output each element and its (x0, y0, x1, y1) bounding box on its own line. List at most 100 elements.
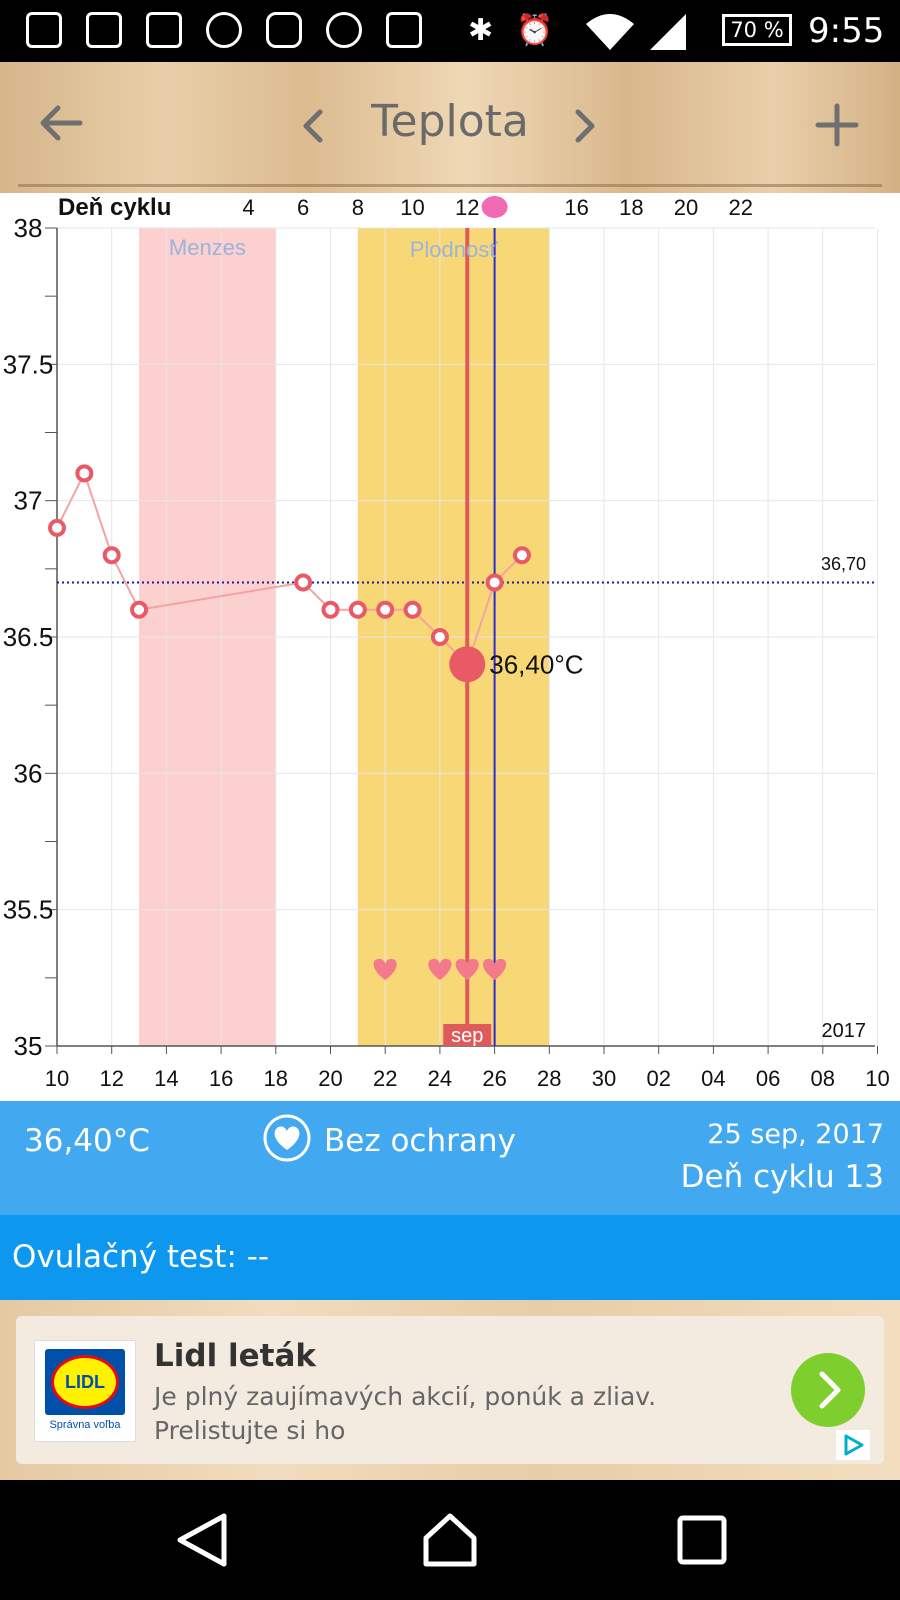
adchoices-icon[interactable] (836, 1430, 870, 1460)
x-tick-label: 10 (865, 1066, 889, 1091)
temperature-point[interactable] (376, 600, 395, 619)
month-label-box (443, 1024, 492, 1046)
x-tick-label: 12 (99, 1066, 123, 1091)
ad-card[interactable]: LIDL Správna voľba Lidl leták Je plný za… (16, 1316, 884, 1464)
recents-nav-icon[interactable] (674, 1512, 730, 1568)
x-tick-label: 20 (318, 1066, 342, 1091)
bird-icon (206, 12, 242, 48)
back-button[interactable] (36, 98, 86, 148)
system-nav-bar (0, 1480, 900, 1600)
lidl-logo: LIDL Správna voľba (34, 1340, 136, 1442)
coverline-value: 36,70 (821, 554, 866, 574)
x-tick-label: 02 (646, 1066, 670, 1091)
x-tick-label: 06 (756, 1066, 780, 1091)
ovulation-marker-icon (481, 196, 508, 218)
ovulation-test-panel[interactable]: Ovulačný test: -- (0, 1215, 900, 1300)
app-header: Teplota (0, 62, 900, 193)
ovulation-test-value: Ovulačný test: -- (12, 1239, 270, 1275)
fertility-label: Plodnosť (410, 237, 499, 262)
x-tick-label: 26 (482, 1066, 506, 1091)
year-label: 2017 (822, 1020, 867, 1042)
cycle-day-tick: 6 (297, 195, 309, 220)
sf-icon (326, 12, 362, 48)
temperature-point[interactable] (512, 546, 531, 565)
protection-status: Bez ochrany (324, 1123, 516, 1159)
temperature-point[interactable] (130, 600, 149, 619)
intercourse-heart-icon (483, 958, 507, 980)
entry-date: 25 sep, 2017 (707, 1119, 884, 1150)
bluetooth-icon: ✱ (468, 13, 494, 48)
wifi-icon (586, 14, 634, 50)
add-entry-button[interactable] (814, 102, 860, 148)
temperature-point[interactable] (485, 573, 504, 592)
temperature-point[interactable] (403, 600, 422, 619)
cycle-day-tick: 22 (729, 195, 753, 220)
lidl-logo-caption: Správna voľba (49, 1419, 121, 1431)
cycle-day-label: Deň cyklu (58, 194, 171, 221)
y-tick-label: 35.5 (3, 895, 54, 925)
intercourse-heart-icon (373, 958, 397, 980)
status-bar: ✱ ⏰ 70 % 9:55 (0, 0, 900, 62)
selected-temperature-point[interactable] (449, 646, 486, 683)
menses-label: Menzes (169, 235, 246, 260)
cycle-day-info: Deň cyklu 13 (680, 1159, 884, 1195)
cycle-day-tick: 4 (242, 195, 254, 220)
signal-icon (650, 14, 686, 50)
clock: 9:55 (808, 11, 885, 51)
page-title: Teplota (371, 96, 529, 147)
x-tick-label: 24 (428, 1066, 452, 1091)
temperature-point[interactable] (294, 573, 313, 592)
cycle-day-tick: 20 (674, 195, 698, 220)
header-divider (18, 184, 882, 187)
clipboard-icon (386, 12, 422, 48)
day-info-panel[interactable]: 36,40°C Bez ochrany 25 sep, 2017 Deň cyk… (0, 1101, 900, 1215)
ad-description-line1: Je plný zaujímavých akcií, ponúk a zliav… (154, 1382, 657, 1411)
ad-description-line2: Prelistujte si ho (154, 1416, 346, 1445)
temperature-point[interactable] (75, 464, 94, 483)
month-label: sep (451, 1025, 483, 1047)
x-tick-label: 10 (45, 1066, 69, 1091)
next-chart-button[interactable] (566, 106, 602, 146)
home-nav-icon[interactable] (420, 1510, 480, 1570)
intercourse-heart-icon (428, 958, 452, 980)
x-tick-label: 08 (811, 1066, 835, 1091)
temperature-point[interactable] (430, 628, 449, 646)
x-tick-label: 28 (537, 1066, 561, 1091)
temperature-chart[interactable]: Deň cyklu Menzes Plodnosť 36,70 36,40°C … (0, 193, 900, 1101)
message-icon (26, 12, 62, 48)
y-tick-label: 35 (14, 1031, 43, 1061)
selected-temperature-label: 36,40°C (489, 649, 583, 679)
temperature-point[interactable] (48, 518, 66, 537)
x-tick-label: 22 (373, 1066, 397, 1091)
instagram-icon (266, 12, 302, 48)
y-tick-label: 38 (14, 213, 43, 243)
y-tick-label: 36 (14, 758, 43, 788)
prev-chart-button[interactable] (296, 106, 332, 146)
x-tick-label: 04 (701, 1066, 725, 1091)
temperature-point[interactable] (321, 600, 340, 619)
protection-heart-icon (263, 1114, 311, 1162)
ad-title: Lidl leták (154, 1338, 316, 1374)
chart-canvas[interactable]: Deň cyklu Menzes Plodnosť 36,70 36,40°C … (0, 193, 900, 1101)
y-tick-label: 37.5 (3, 349, 54, 379)
cycle-day-tick: 16 (564, 195, 588, 220)
facebook-icon (86, 12, 122, 48)
ad-banner: LIDL Správna voľba Lidl leták Je plný za… (0, 1300, 900, 1480)
x-tick-label: 16 (209, 1066, 233, 1091)
alarm-icon: ⏰ (516, 13, 554, 48)
x-tick-label: 14 (154, 1066, 178, 1091)
back-nav-icon[interactable] (172, 1510, 232, 1570)
temperature-value: 36,40°C (24, 1123, 150, 1159)
lidl-logo-text: LIDL (65, 1372, 105, 1392)
cycle-day-tick: 18 (619, 195, 643, 220)
ad-open-button[interactable] (790, 1352, 866, 1428)
cycle-day-tick: 12 (455, 195, 479, 220)
x-tick-label: 18 (264, 1066, 288, 1091)
y-tick-label: 37 (14, 486, 43, 516)
temperature-point[interactable] (348, 600, 367, 619)
temperature-point[interactable] (102, 546, 121, 565)
cycle-day-tick: 8 (352, 195, 364, 220)
battery-indicator: 70 % (722, 14, 792, 46)
app-icon (146, 12, 182, 48)
intercourse-heart-icon (455, 958, 479, 980)
